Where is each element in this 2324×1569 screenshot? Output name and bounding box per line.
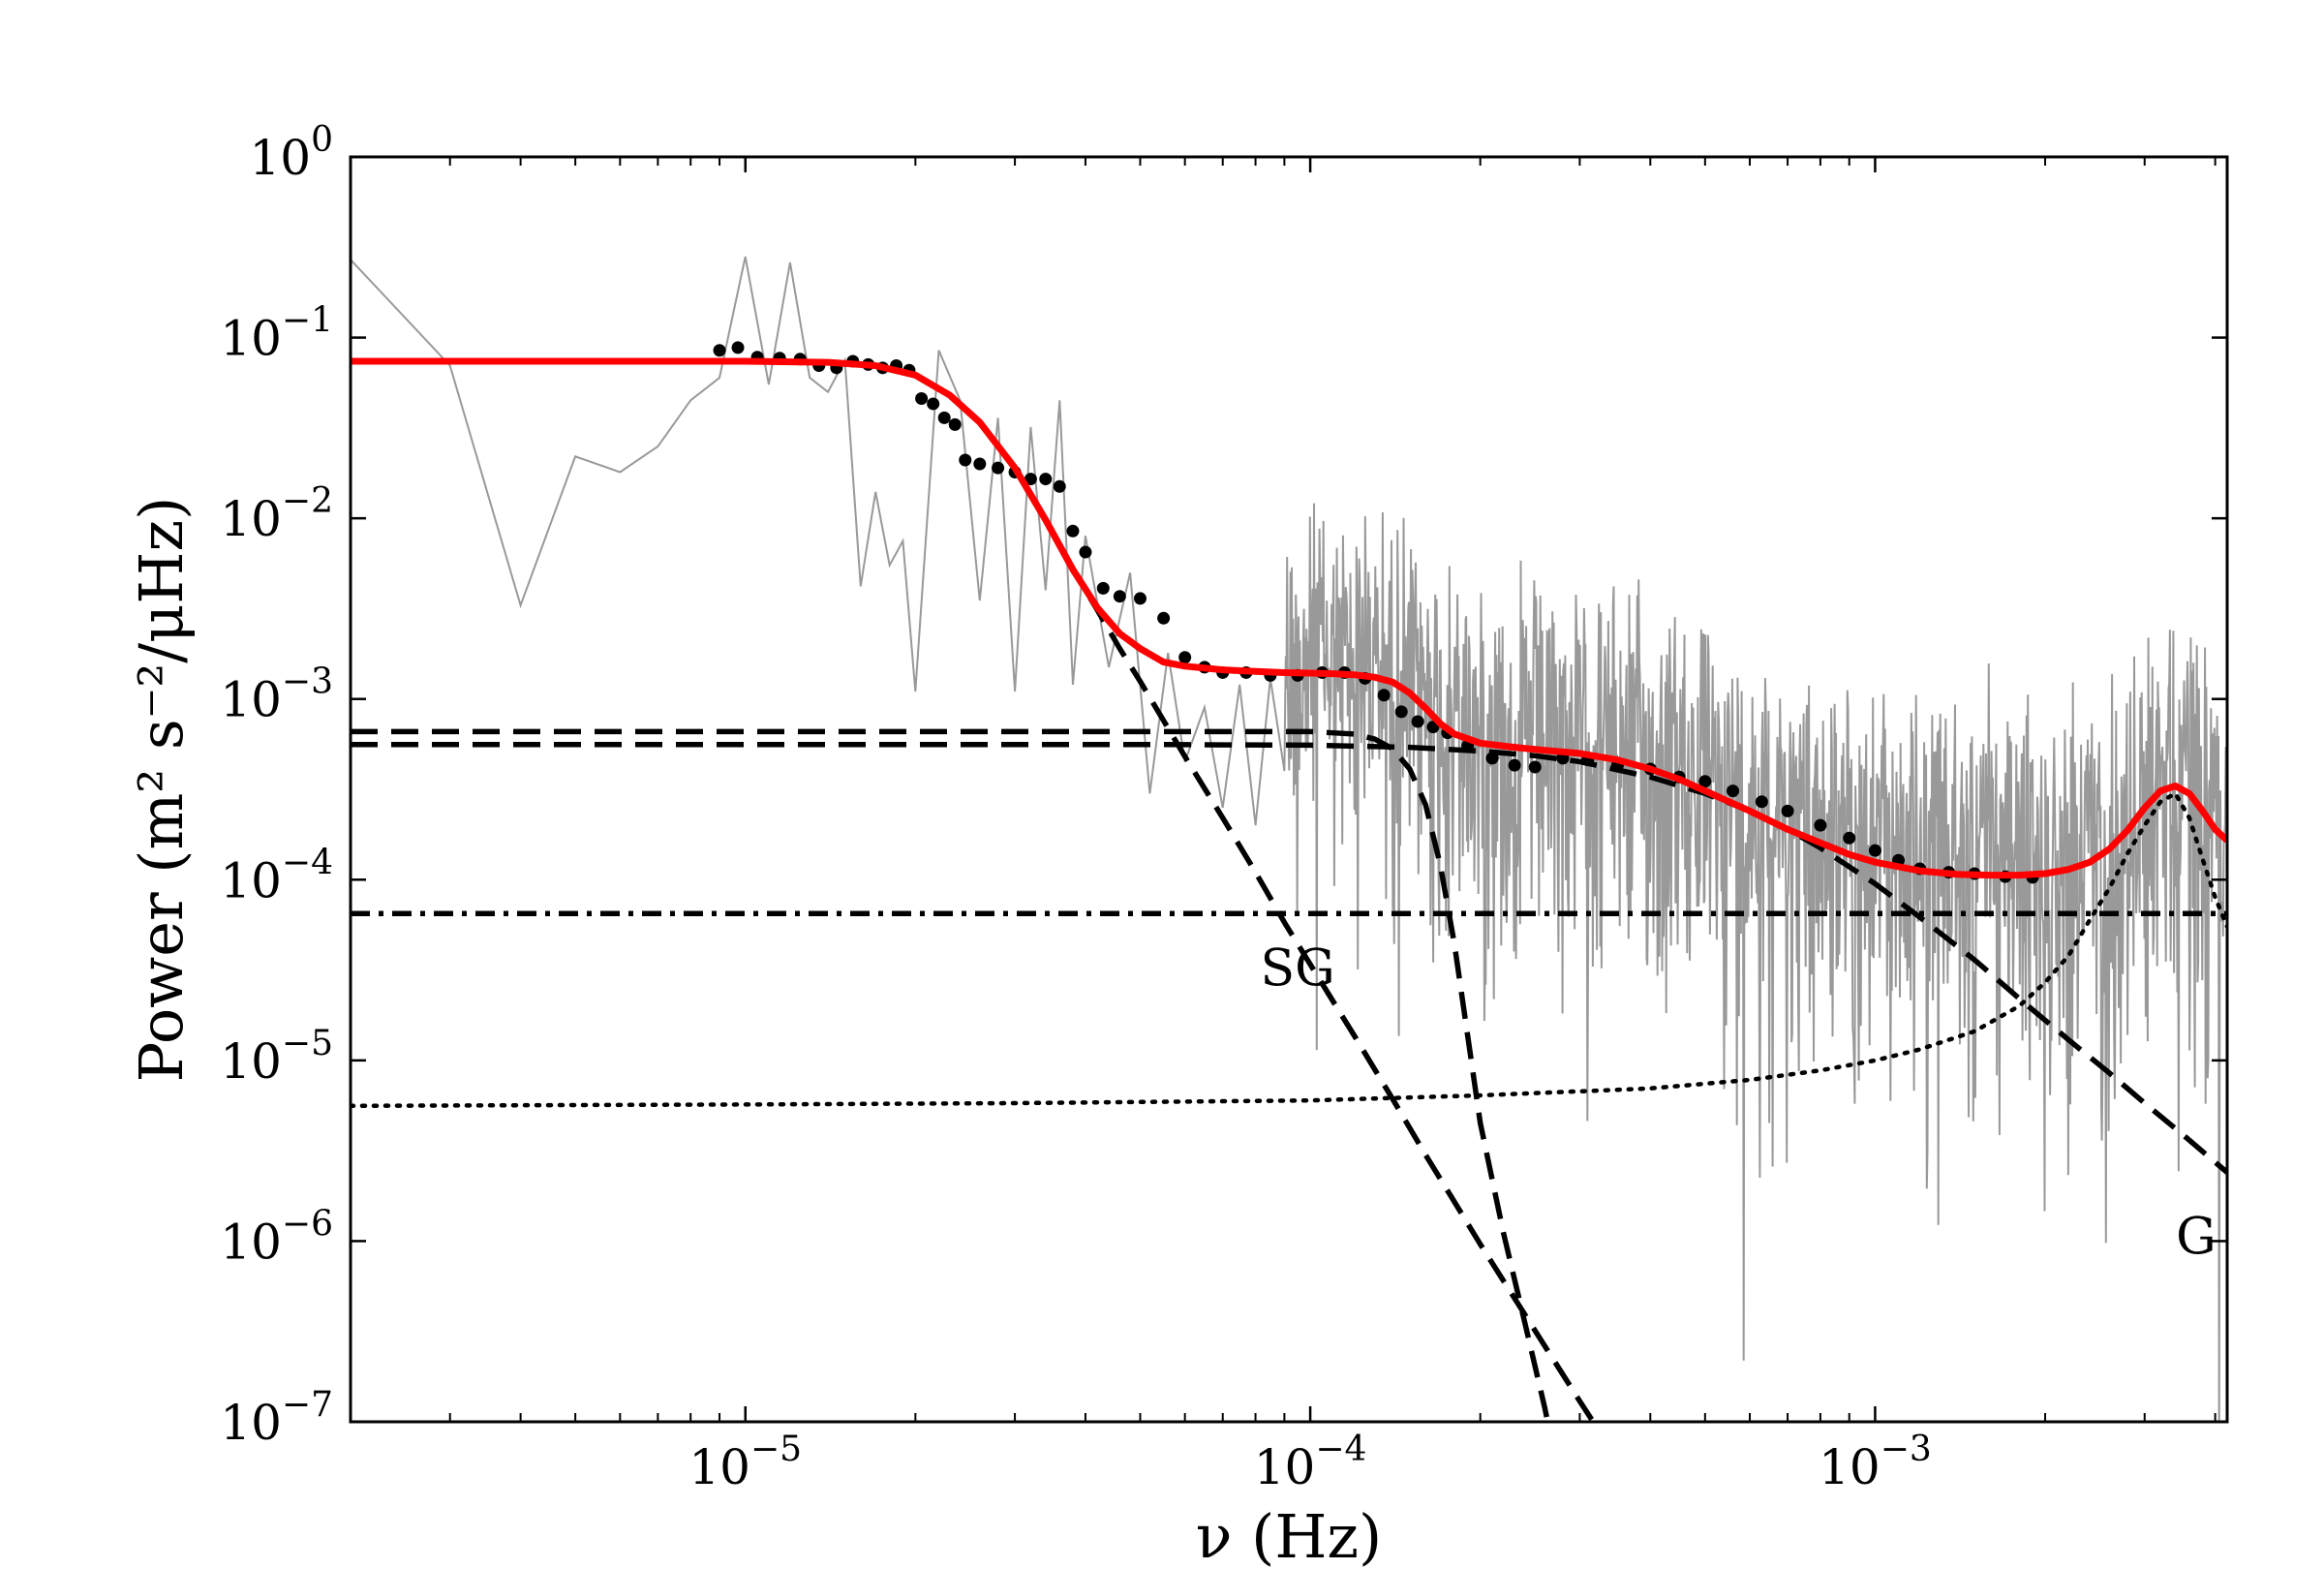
smoothed-spectrum-point (948, 417, 962, 431)
series-layer (351, 256, 2227, 1422)
y-tick-label: 10−6 (220, 1204, 333, 1270)
annotation-layer: SG G (1261, 939, 2217, 1266)
smoothed-spectrum-point (1868, 844, 1881, 857)
plot-frame (349, 155, 2229, 1424)
smoothed-spectrum-point (927, 397, 940, 411)
y-tick-label: 10−2 (220, 481, 333, 547)
smoothed-spectrum-point (1157, 611, 1171, 625)
y-tick-label: 10−3 (220, 662, 333, 728)
smoothed-spectrum-point (1843, 831, 1856, 845)
smoothed-spectrum-point (1698, 775, 1712, 788)
smoothed-spectrum-point (1377, 689, 1391, 702)
y-axis-label: Power (m² s⁻²/μHz) (126, 497, 197, 1083)
y-tick-label: 10−1 (220, 301, 333, 367)
y-tick-label: 10−4 (220, 843, 333, 908)
y-tick-label: 100 (249, 120, 333, 186)
x-axis-label: ν (Hz) (1196, 1501, 1383, 1569)
smoothed-spectrum-point (915, 391, 929, 405)
smoothed-spectrum-point (937, 411, 951, 424)
x-tick-label: 10−5 (688, 1430, 802, 1495)
smoothed-spectrum-point (1066, 524, 1080, 538)
smoothed-spectrum-point (1528, 760, 1542, 774)
smoothed-spectrum-point (1024, 473, 1037, 486)
smoothed-spectrum-point (1411, 715, 1424, 728)
smoothed-spectrum-point (1079, 545, 1092, 559)
annotation-g: G (2176, 1209, 2217, 1267)
smoothed-spectrum-point (713, 344, 726, 357)
smoothed-spectrum-point (1508, 758, 1521, 772)
smoothed-spectrum-point (959, 453, 972, 467)
supergranulation-component-line (351, 358, 1597, 1422)
smoothed-spectrum-point (1113, 590, 1126, 603)
annotation-sg: SG (1261, 939, 1335, 998)
raw-power-spectrum-line (351, 256, 2227, 1422)
smoothed-spectrum-point (1781, 804, 1794, 817)
smoothed-spectrum-point (1394, 705, 1408, 719)
y-tick-label: 10−5 (220, 1024, 333, 1090)
smoothed-spectrum-point (1053, 479, 1066, 493)
smoothed-spectrum-point (1096, 581, 1110, 595)
smoothed-spectrum-point (1755, 795, 1768, 809)
x-tick-label: 10−3 (1819, 1430, 1932, 1495)
smoothed-spectrum-point (731, 341, 745, 354)
smoothed-spectrum-point (1039, 473, 1053, 486)
y-tick-label: 10−7 (220, 1385, 333, 1451)
p-mode-envelope-line (351, 790, 2227, 1109)
total-fit-line (351, 357, 2227, 879)
smoothed-spectrum-point (1178, 651, 1192, 664)
mesogranulation-component-line (351, 728, 1551, 1422)
smoothed-spectrum-point (1485, 752, 1499, 765)
smoothed-spectrum-point (973, 457, 987, 471)
smoothed-spectrum-point (1133, 592, 1147, 605)
x-tick-label: 10−4 (1254, 1430, 1367, 1495)
smoothed-spectrum-point (1814, 818, 1827, 832)
smoothed-spectrum-point (1727, 784, 1740, 798)
smoothed-spectrum-point (992, 461, 1005, 475)
